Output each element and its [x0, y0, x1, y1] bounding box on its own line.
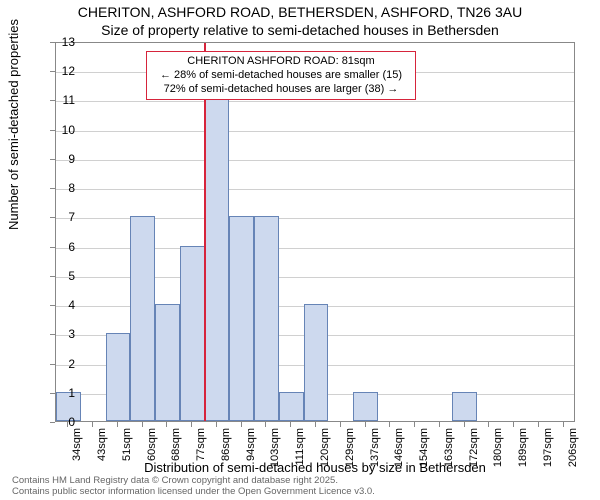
x-tick-label: 206sqm [567, 428, 579, 472]
y-gridline [56, 131, 574, 132]
x-tick-label: 43sqm [96, 428, 108, 472]
y-tick-label: 0 [35, 415, 75, 429]
chart-title-main: CHERITON, ASHFORD ROAD, BETHERSDEN, ASHF… [0, 4, 600, 20]
y-axis-label: Number of semi-detached properties [6, 19, 21, 230]
x-tick-label: 60sqm [146, 428, 158, 472]
x-tick-mark [563, 422, 564, 427]
y-tick-label: 6 [35, 240, 75, 254]
bar [229, 216, 254, 421]
chart-title-sub: Size of property relative to semi-detach… [0, 22, 600, 38]
x-tick-label: 197sqm [542, 428, 554, 472]
x-tick-label: 180sqm [492, 428, 504, 472]
x-tick-mark [191, 422, 192, 427]
x-tick-mark [166, 422, 167, 427]
x-tick-mark [315, 422, 316, 427]
x-tick-mark [365, 422, 366, 427]
x-tick-label: 68sqm [170, 428, 182, 472]
y-tick-label: 13 [35, 35, 75, 49]
x-tick-mark [265, 422, 266, 427]
y-tick-label: 9 [35, 152, 75, 166]
x-tick-mark [92, 422, 93, 427]
y-tick-label: 12 [35, 64, 75, 78]
x-tick-label: 154sqm [418, 428, 430, 472]
x-tick-label: 146sqm [393, 428, 405, 472]
bar [130, 216, 155, 421]
x-tick-mark [538, 422, 539, 427]
x-tick-mark [142, 422, 143, 427]
x-tick-mark [67, 422, 68, 427]
y-tick-label: 8 [35, 181, 75, 195]
y-tick-label: 10 [35, 123, 75, 137]
x-tick-mark [464, 422, 465, 427]
bar [106, 333, 131, 421]
x-tick-label: 77sqm [195, 428, 207, 472]
x-tick-label: 189sqm [517, 428, 529, 472]
bar [452, 392, 477, 421]
annotation-box: CHERITON ASHFORD ROAD: 81sqm← 28% of sem… [146, 51, 416, 100]
bar [205, 99, 230, 421]
y-gridline [56, 101, 574, 102]
bar [304, 304, 329, 421]
footer-line2: Contains public sector information licen… [12, 487, 375, 498]
bar [254, 216, 279, 421]
annotation-line2: ← 28% of semi-detached houses are smalle… [153, 69, 409, 83]
bar [353, 392, 378, 421]
x-tick-mark [290, 422, 291, 427]
annotation-line3: 72% of semi-detached houses are larger (… [153, 83, 409, 97]
plot-area: CHERITON ASHFORD ROAD: 81sqm← 28% of sem… [55, 42, 575, 422]
chart-container: CHERITON, ASHFORD ROAD, BETHERSDEN, ASHF… [0, 0, 600, 500]
y-tick-label: 11 [35, 93, 75, 107]
x-tick-label: 129sqm [344, 428, 356, 472]
x-tick-mark [389, 422, 390, 427]
x-tick-label: 111sqm [294, 428, 306, 472]
y-tick-label: 5 [35, 269, 75, 283]
x-tick-mark [414, 422, 415, 427]
y-gridline [56, 189, 574, 190]
bar [180, 246, 205, 421]
x-tick-label: 51sqm [121, 428, 133, 472]
x-tick-label: 172sqm [468, 428, 480, 472]
footer-text: Contains HM Land Registry data © Crown c… [12, 476, 375, 498]
x-tick-label: 103sqm [269, 428, 281, 472]
x-tick-label: 94sqm [245, 428, 257, 472]
y-tick-label: 1 [35, 386, 75, 400]
x-tick-mark [488, 422, 489, 427]
x-tick-mark [241, 422, 242, 427]
bar [279, 392, 304, 421]
x-tick-mark [117, 422, 118, 427]
y-tick-label: 7 [35, 210, 75, 224]
y-tick-label: 4 [35, 298, 75, 312]
bar [155, 304, 180, 421]
y-tick-label: 2 [35, 357, 75, 371]
x-tick-mark [513, 422, 514, 427]
x-tick-label: 163sqm [443, 428, 455, 472]
x-tick-label: 86sqm [220, 428, 232, 472]
annotation-line1: CHERITON ASHFORD ROAD: 81sqm [153, 55, 409, 69]
y-gridline [56, 160, 574, 161]
x-tick-mark [439, 422, 440, 427]
x-tick-label: 137sqm [369, 428, 381, 472]
x-tick-mark [216, 422, 217, 427]
x-tick-label: 34sqm [71, 428, 83, 472]
y-tick-label: 3 [35, 327, 75, 341]
x-tick-label: 120sqm [319, 428, 331, 472]
x-tick-mark [340, 422, 341, 427]
